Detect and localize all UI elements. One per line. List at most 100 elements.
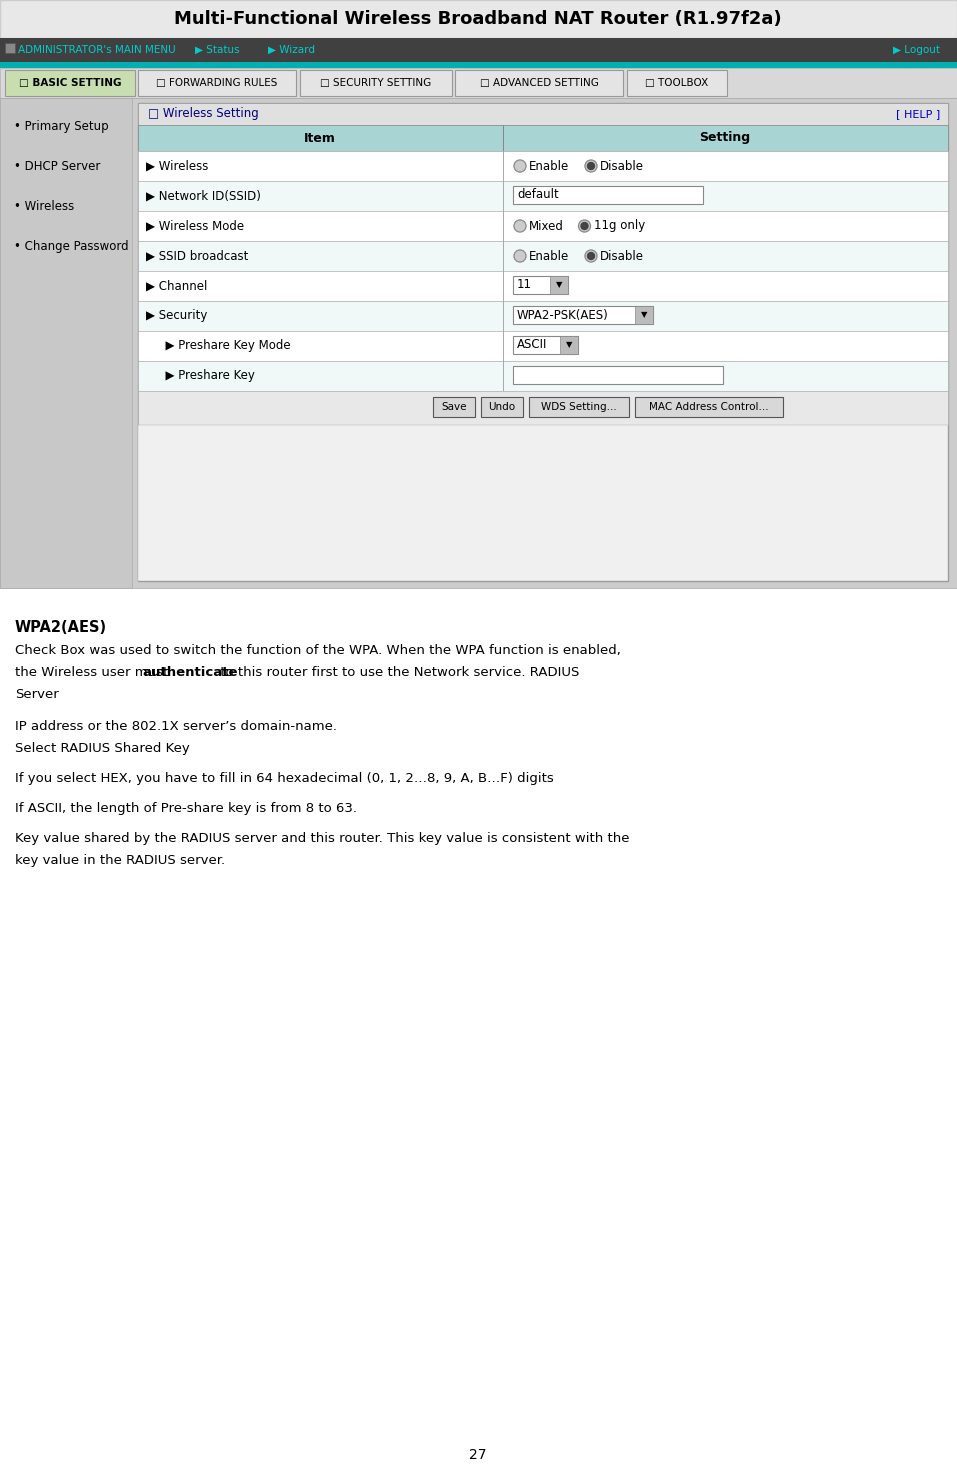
Bar xyxy=(513,307,653,324)
Text: • DHCP Server: • DHCP Server xyxy=(14,160,100,173)
Bar xyxy=(5,43,15,53)
Text: ADMINISTRATOR's MAIN MENU: ADMINISTRATOR's MAIN MENU xyxy=(18,44,176,55)
Text: ▶ Wireless: ▶ Wireless xyxy=(146,160,209,172)
Circle shape xyxy=(588,252,594,259)
Text: ASCII: ASCII xyxy=(517,339,547,351)
Bar xyxy=(138,391,948,425)
Text: • Wireless: • Wireless xyxy=(14,200,75,213)
Bar xyxy=(503,124,504,151)
Text: to this router first to use the Network service. RADIUS: to this router first to use the Network … xyxy=(216,666,580,678)
Bar xyxy=(5,70,135,96)
Text: Setting: Setting xyxy=(700,132,750,145)
Text: □ ADVANCED SETTING: □ ADVANCED SETTING xyxy=(479,78,598,87)
Text: • Change Password: • Change Password xyxy=(14,240,128,253)
Bar xyxy=(138,241,948,271)
Text: WPA2(AES): WPA2(AES) xyxy=(15,621,107,635)
Text: ▶ Logout: ▶ Logout xyxy=(893,44,940,55)
Text: ▶ Preshare Key: ▶ Preshare Key xyxy=(158,369,255,382)
Bar xyxy=(635,307,653,324)
Text: Check Box was used to switch the function of the WPA. When the WPA function is e: Check Box was used to switch the functio… xyxy=(15,644,621,658)
Bar xyxy=(627,70,727,96)
Text: ▶ Channel: ▶ Channel xyxy=(146,280,208,293)
Text: 27: 27 xyxy=(469,1448,487,1462)
Text: Disable: Disable xyxy=(600,160,644,172)
Text: WDS Setting...: WDS Setting... xyxy=(541,401,617,412)
Bar xyxy=(0,68,957,98)
Bar xyxy=(300,70,452,96)
Text: ▶ Preshare Key Mode: ▶ Preshare Key Mode xyxy=(158,339,291,352)
Bar xyxy=(513,336,578,354)
Text: WPA2-PSK(AES): WPA2-PSK(AES) xyxy=(517,308,609,321)
Bar xyxy=(455,70,623,96)
Text: IP address or the 802.1X server’s domain-name.: IP address or the 802.1X server’s domain… xyxy=(15,720,337,733)
Bar xyxy=(635,397,783,418)
Text: ▶ Security: ▶ Security xyxy=(146,310,208,323)
Bar xyxy=(138,271,948,301)
Text: Undo: Undo xyxy=(488,401,516,412)
Bar xyxy=(138,330,948,361)
Circle shape xyxy=(514,160,526,172)
Bar xyxy=(560,336,578,354)
Bar xyxy=(0,39,957,62)
Text: If you select HEX, you have to fill in 64 hexadecimal (0, 1, 2…8, 9, A, B…F) dig: If you select HEX, you have to fill in 6… xyxy=(15,772,554,785)
Text: ▼: ▼ xyxy=(556,280,563,289)
Bar xyxy=(138,210,948,241)
Text: authenticate: authenticate xyxy=(142,666,237,678)
Text: Server: Server xyxy=(15,689,58,701)
Circle shape xyxy=(581,222,588,230)
Text: Enable: Enable xyxy=(529,249,569,262)
Text: Save: Save xyxy=(441,401,467,412)
Text: □ FORWARDING RULES: □ FORWARDING RULES xyxy=(156,78,278,87)
Circle shape xyxy=(585,160,597,172)
Text: key value in the RADIUS server.: key value in the RADIUS server. xyxy=(15,855,225,866)
Circle shape xyxy=(514,250,526,262)
Circle shape xyxy=(514,221,526,233)
Circle shape xyxy=(588,163,594,169)
Bar xyxy=(503,241,504,271)
Text: • Primary Setup: • Primary Setup xyxy=(14,120,109,133)
Bar xyxy=(138,301,948,330)
Text: Select RADIUS Shared Key: Select RADIUS Shared Key xyxy=(15,742,189,755)
Bar xyxy=(550,275,568,295)
Bar xyxy=(0,98,132,588)
Text: default: default xyxy=(517,188,559,201)
Bar xyxy=(0,98,957,588)
Circle shape xyxy=(585,250,597,262)
Bar xyxy=(513,366,723,384)
Bar xyxy=(503,271,504,301)
Text: Mixed: Mixed xyxy=(529,219,564,233)
Bar xyxy=(503,361,504,391)
Text: Enable: Enable xyxy=(529,160,569,172)
Bar xyxy=(481,397,523,418)
Bar xyxy=(433,397,475,418)
Bar xyxy=(0,0,957,39)
Bar xyxy=(138,181,948,210)
Text: □ Wireless Setting: □ Wireless Setting xyxy=(148,108,258,120)
Bar xyxy=(503,330,504,361)
Bar xyxy=(503,301,504,330)
Bar xyxy=(529,397,629,418)
Bar xyxy=(138,151,948,181)
Bar xyxy=(138,104,948,124)
Text: 11: 11 xyxy=(517,278,532,292)
Text: ▶ Network ID(SSID): ▶ Network ID(SSID) xyxy=(146,190,261,203)
Bar xyxy=(0,62,957,68)
Text: Key value shared by the RADIUS server and this router. This key value is consist: Key value shared by the RADIUS server an… xyxy=(15,832,630,846)
Bar xyxy=(138,70,296,96)
Bar xyxy=(513,187,703,204)
Bar xyxy=(513,275,568,295)
Text: ▶ SSID broadcast: ▶ SSID broadcast xyxy=(146,249,249,262)
Text: the Wireless user must: the Wireless user must xyxy=(15,666,172,678)
Text: Disable: Disable xyxy=(600,249,644,262)
Text: □ BASIC SETTING: □ BASIC SETTING xyxy=(19,78,122,87)
Text: ▶ Status: ▶ Status xyxy=(195,44,239,55)
Text: ▼: ▼ xyxy=(641,311,647,320)
Text: ▶ Wireless Mode: ▶ Wireless Mode xyxy=(146,219,244,233)
Bar xyxy=(503,210,504,241)
Text: □ SECURITY SETTING: □ SECURITY SETTING xyxy=(321,78,432,87)
Circle shape xyxy=(578,221,590,233)
Bar xyxy=(138,361,948,391)
Bar xyxy=(138,425,948,581)
Text: Multi-Functional Wireless Broadband NAT Router (R1.97f2a): Multi-Functional Wireless Broadband NAT … xyxy=(174,10,782,28)
Bar xyxy=(138,124,948,151)
